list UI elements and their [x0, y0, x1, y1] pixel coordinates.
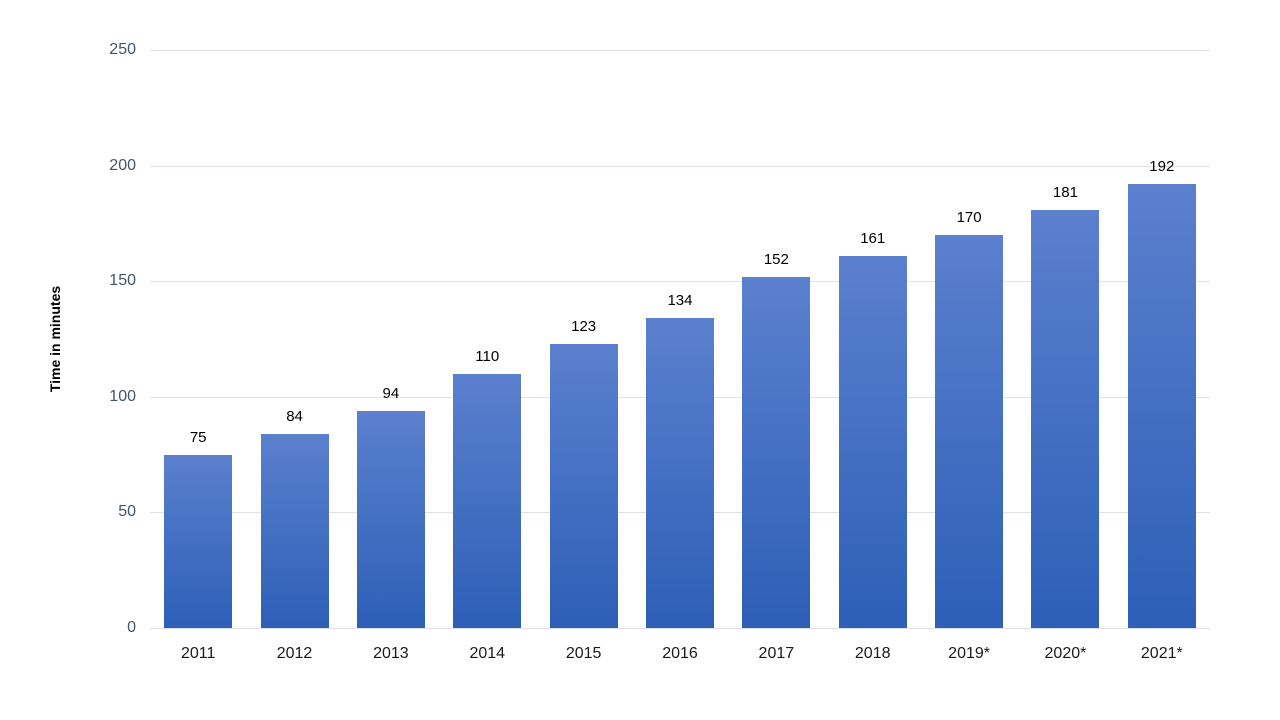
x-axis-tick-label: 2014	[469, 645, 506, 662]
bar	[742, 276, 811, 628]
bar	[1031, 209, 1100, 628]
x-axis-tick-label: 2018	[854, 645, 891, 662]
y-axis-tick-label: 200	[109, 156, 136, 174]
bar-category-slot: 94 2013	[343, 50, 439, 662]
y-axis-title: Time in minutes	[47, 285, 63, 393]
bar-value-label: 161	[860, 229, 886, 247]
bar-category-slot: 181 2020*	[1017, 50, 1113, 662]
x-axis-tick-label: 2011	[180, 645, 216, 662]
plot-area: 0 50 100 150 200 250 75 2011 84 2012 94 2013 110 2014…	[109, 42, 1210, 662]
bar	[838, 255, 907, 628]
bar-value-label: 181	[1052, 183, 1078, 201]
bar	[356, 410, 425, 628]
bar-value-label: 94	[382, 384, 400, 402]
x-axis-tick-label: 2012	[276, 645, 313, 662]
bar	[645, 318, 714, 628]
bar-value-label: 152	[763, 250, 789, 268]
x-axis-tick-label: 2016	[662, 645, 698, 662]
bar-category-slot: 110 2014	[439, 50, 535, 662]
gridline	[150, 281, 1210, 283]
bar-value-label: 75	[189, 428, 207, 446]
bar-category-slot: 170 2019*	[921, 50, 1017, 662]
y-axis-tick-label: 150	[109, 272, 136, 290]
x-axis-tick-label: 2017	[758, 645, 795, 662]
bar	[935, 234, 1004, 628]
bar-category-slot: 84 2012	[246, 50, 342, 662]
bar	[453, 373, 522, 628]
x-axis-tick-label: 2013	[373, 645, 409, 662]
x-axis-tick-label: 2021*	[1140, 645, 1183, 662]
gridline	[150, 50, 1210, 51]
bar-value-label: 170	[956, 208, 982, 226]
bar-category-slot: 123 2015	[535, 50, 631, 662]
y-axis-tick-label: 0	[127, 619, 136, 636]
y-axis-tick-label: 250	[109, 41, 136, 58]
bar-category-slot: 152 2017	[728, 50, 824, 662]
y-axis-tick-label: 100	[109, 387, 136, 405]
bar-category-slot: 75 2011	[150, 50, 246, 662]
x-axis-tick-label: 2020*	[1044, 645, 1087, 662]
bar	[1127, 184, 1196, 628]
gridline	[150, 628, 1210, 629]
x-axis-tick-label: 2015	[565, 645, 602, 662]
x-axis-tick-label: 2019*	[948, 645, 990, 662]
bar-value-label: 192	[1149, 158, 1175, 176]
bar-value-label: 110	[475, 347, 500, 365]
bar-value-label: 134	[667, 292, 693, 310]
bar-value-label: 84	[286, 407, 303, 425]
y-axis-tick-label: 50	[118, 503, 136, 521]
bar-category-slot: 134 2016	[632, 50, 728, 662]
bar-category-slot: 192 2021*	[1114, 50, 1210, 662]
bar-value-label: 123	[571, 317, 597, 335]
gridline	[150, 165, 1210, 167]
bar-category-slot: 161 2018	[825, 50, 921, 662]
bar	[164, 454, 233, 628]
bar	[549, 343, 618, 628]
bar	[260, 433, 329, 628]
